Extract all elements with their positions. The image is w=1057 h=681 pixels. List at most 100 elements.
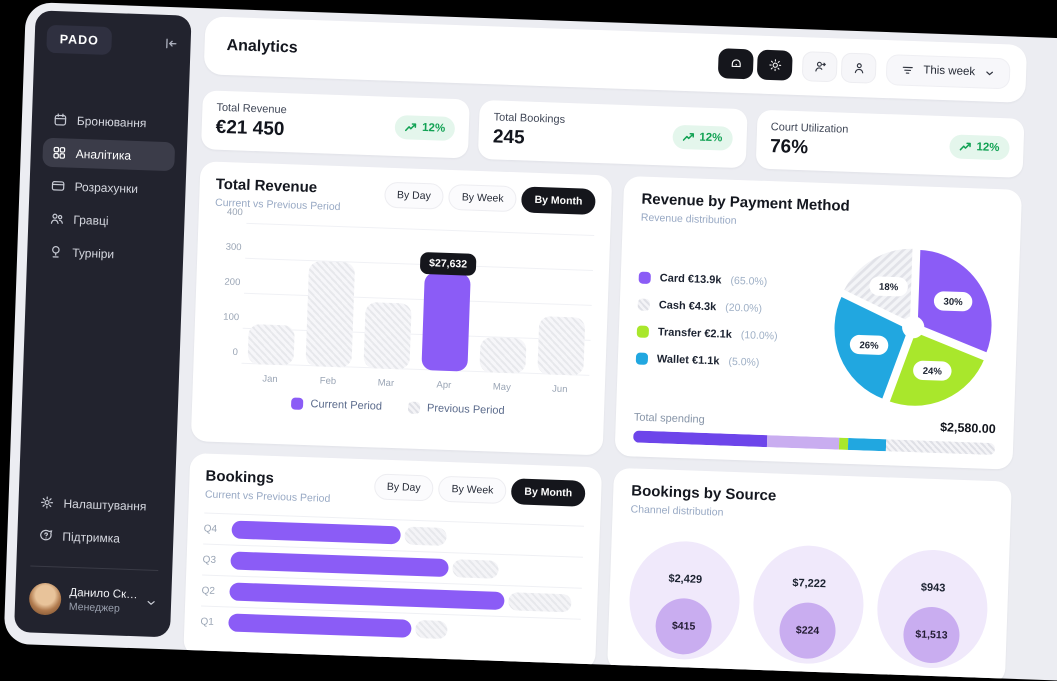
legend-item-cash: Cash €4.3k (20.0%) bbox=[637, 298, 828, 317]
tab-by-week[interactable]: By Week bbox=[448, 183, 518, 213]
page-title: Analytics bbox=[226, 37, 298, 57]
legend-swatch bbox=[635, 352, 649, 365]
sidebar-item-support[interactable]: Підтримка bbox=[29, 520, 162, 554]
y-tick: 100 bbox=[223, 311, 240, 324]
tab-by-month[interactable]: By Month bbox=[521, 186, 596, 215]
legend-swatch-current bbox=[291, 397, 304, 410]
pie-slice-label: 30% bbox=[933, 291, 973, 312]
sidebar-item-label: Розрахунки bbox=[74, 179, 139, 196]
kpi-delta-badge: 12% bbox=[949, 133, 1010, 160]
kpi-value: 245 bbox=[492, 126, 525, 149]
tab-by-day[interactable]: By Day bbox=[383, 181, 445, 210]
kpi-row: Total Revenue €21 450 12% Total Bookings… bbox=[200, 90, 1025, 178]
bubble-inner-value: $224 bbox=[778, 601, 837, 660]
chart-title: Revenue by Payment Method bbox=[641, 190, 851, 215]
svg-text:26%: 26% bbox=[859, 340, 879, 352]
chevron-down-icon bbox=[986, 70, 994, 75]
tab-by-day[interactable]: By Day bbox=[373, 473, 435, 502]
y-tick: 300 bbox=[225, 241, 242, 254]
pie-slice-label: 26% bbox=[849, 334, 889, 355]
svg-text:18%: 18% bbox=[879, 282, 899, 294]
sidebar-item-label: Налаштування bbox=[63, 496, 147, 514]
svg-text:24%: 24% bbox=[922, 366, 942, 378]
bar-current bbox=[231, 520, 401, 545]
user-menu[interactable]: Данило Ск… Менеджер bbox=[26, 580, 159, 623]
kpi-label: Total Bookings bbox=[493, 111, 566, 126]
spending-segment bbox=[848, 437, 887, 452]
chart-title: Bookings bbox=[205, 467, 275, 487]
collapse-icon bbox=[166, 38, 177, 48]
sidebar-item-bookings[interactable]: Бронювання bbox=[43, 105, 176, 139]
dashboard-grid-icon bbox=[53, 146, 66, 159]
spending-segment bbox=[839, 437, 849, 450]
kpi-court-utilization: Court Utilization 76% 12% bbox=[755, 109, 1025, 178]
bookings-source-chart-card: Bookings by Source Channel distribution … bbox=[607, 467, 1012, 681]
bar-column: $27,632 bbox=[305, 226, 356, 368]
spending-segment bbox=[632, 430, 768, 448]
legend-swatch bbox=[636, 325, 650, 338]
theme-toggle-button[interactable] bbox=[756, 49, 793, 81]
kpi-value: 76% bbox=[769, 136, 809, 159]
kpi-value: €21 450 bbox=[215, 116, 285, 141]
sun-icon bbox=[769, 59, 781, 72]
bar bbox=[421, 272, 471, 372]
legend-item-transfer: Transfer €2.1k (10.0%) bbox=[636, 325, 827, 344]
pie-slice-label: 18% bbox=[869, 276, 908, 297]
legend-swatch bbox=[637, 298, 651, 311]
tab-by-month[interactable]: By Month bbox=[510, 478, 586, 507]
kpi-delta-badge: 12% bbox=[394, 114, 456, 141]
bar-tooltip: $27,632 bbox=[419, 251, 477, 276]
bar-current bbox=[228, 613, 412, 638]
y-tick: 400 bbox=[226, 206, 243, 219]
app-window: PADO Бронювання Аналітика Розрахунки Гра… bbox=[3, 2, 1057, 681]
period-filter-dropdown[interactable]: This week bbox=[885, 53, 1011, 89]
y-tick: 200 bbox=[224, 276, 241, 289]
bubble-plot: $2,429 $415 $7,222 $224 $943 $1,513 bbox=[625, 515, 992, 670]
bar bbox=[537, 316, 586, 376]
chart-title: Bookings by Source bbox=[631, 482, 777, 505]
sidebar-nav: Бронювання Аналітика Розрахунки Гравці Т… bbox=[39, 105, 177, 271]
pie-slice-label: 24% bbox=[913, 360, 952, 381]
bar bbox=[479, 337, 527, 374]
kpi-label: Total Revenue bbox=[216, 101, 287, 117]
bar bbox=[247, 323, 295, 366]
sidebar-item-players[interactable]: Гравці bbox=[40, 204, 173, 238]
bar-previous bbox=[452, 559, 499, 579]
x-axis-labels: Jan Feb Mar Apr May Jun bbox=[262, 373, 568, 396]
help-chat-icon bbox=[40, 529, 53, 541]
sidebar-item-analytics[interactable]: Аналітика bbox=[42, 137, 176, 172]
chevron-down-icon bbox=[147, 600, 155, 606]
top-bar: Analytics bbox=[203, 16, 1028, 103]
svg-text:30%: 30% bbox=[943, 297, 963, 309]
bubble-inner-value: $415 bbox=[654, 597, 713, 656]
chart-legend: Current Period Previous Period bbox=[208, 395, 588, 420]
sidebar-item-tournaments[interactable]: Турніри bbox=[39, 237, 172, 271]
bar-previous bbox=[507, 592, 572, 613]
spending-segment bbox=[886, 439, 996, 456]
sidebar-collapse-button[interactable] bbox=[163, 35, 179, 51]
period-tabs: By Day By Week By Month bbox=[373, 473, 586, 507]
user-switch-icon bbox=[815, 61, 826, 72]
sidebar-item-label: Гравці bbox=[73, 212, 109, 228]
kpi-total-revenue: Total Revenue €21 450 12% bbox=[200, 90, 471, 159]
sidebar: PADO Бронювання Аналітика Розрахунки Гра… bbox=[14, 10, 192, 638]
client-view-button[interactable] bbox=[840, 52, 877, 84]
users-icon bbox=[50, 213, 63, 225]
tab-by-week[interactable]: By Week bbox=[438, 475, 507, 505]
sidebar-item-payments[interactable]: Розрахунки bbox=[41, 171, 174, 205]
sidebar-footer: Налаштування Підтримка Данило Ск… Менедж… bbox=[26, 487, 162, 623]
spending-segment bbox=[766, 435, 840, 450]
staff-view-button[interactable] bbox=[801, 51, 838, 83]
bubble-outer-value: $943 bbox=[920, 581, 946, 595]
sidebar-item-settings[interactable]: Налаштування bbox=[30, 487, 163, 521]
legend-item-wallet: Wallet €1.1k (5.0%) bbox=[635, 352, 826, 371]
total-spending-label: Total spending bbox=[633, 411, 705, 426]
legend-item-card: Card €13.9k (65.0%) bbox=[638, 271, 829, 290]
payment-method-chart-card: Revenue by Payment Method Revenue distri… bbox=[614, 175, 1023, 470]
sidebar-divider bbox=[30, 565, 159, 571]
total-revenue-chart-card: Total Revenue Current vs Previous Period… bbox=[190, 161, 613, 456]
notifications-button[interactable] bbox=[717, 48, 755, 80]
avatar bbox=[28, 582, 62, 616]
bar-column: $27,632 bbox=[247, 224, 299, 366]
bar-previous bbox=[415, 619, 448, 640]
